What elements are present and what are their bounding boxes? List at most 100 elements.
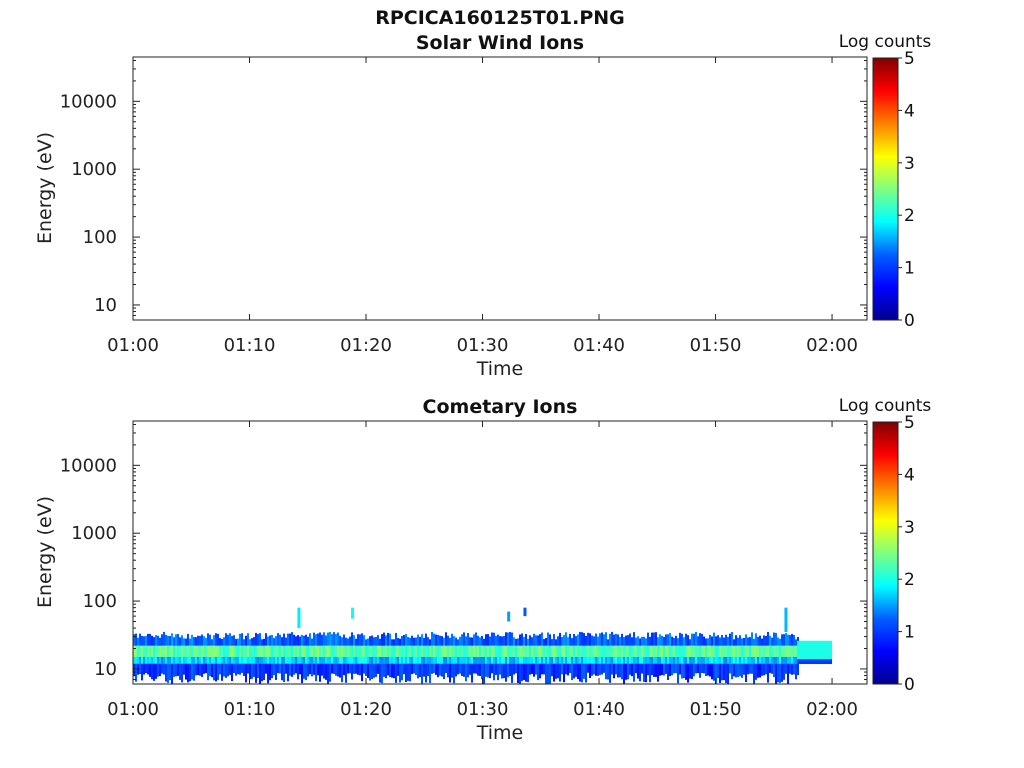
heatmap-cell [197,645,199,657]
heatmap-cell [157,645,159,657]
heatmap-cell [413,637,415,646]
heatmap-cell [693,645,695,657]
heatmap-cell [583,657,585,664]
heatmap-cell [299,645,301,657]
heatmap-cell [325,635,327,646]
heatmap-cell [403,663,405,675]
heatmap-cell [743,638,745,646]
heatmap-cell [521,663,523,681]
heatmap-cell [621,663,623,680]
heatmap-cell [153,645,155,657]
heatmap-cell [303,645,305,657]
heatmap-cell [223,637,225,646]
heatmap-cell [313,663,315,675]
heatmap-cell [541,657,543,664]
heatmap-cell [555,663,557,679]
heatmap-cell [319,663,321,682]
heatmap-cell [745,663,747,683]
heatmap-cell [687,657,689,664]
heatmap-cell [391,645,393,657]
heatmap-cell [285,657,287,664]
heatmap-cell [615,657,617,664]
heatmap-cell [753,638,755,646]
panel-title: Cometary Ions [423,396,578,418]
heatmap-cell [715,636,717,646]
heatmap-cell [229,657,231,664]
heatmap-cell [383,663,385,677]
heatmap-cell [211,657,213,664]
heatmap-cell [301,634,303,646]
heatmap-cell [375,657,377,664]
heatmap-cell [161,663,163,674]
heatmap-cell [669,657,671,664]
heatmap-cell [215,663,217,682]
heatmap-cell [667,634,669,646]
heatmap-cell [693,657,695,664]
heatmap-cell [539,657,541,664]
heatmap-cell [607,663,609,680]
heatmap-cell [529,657,531,664]
heatmap-cell [579,663,581,682]
heatmap-cell [779,657,781,664]
heatmap-cell [785,657,787,664]
heatmap-cell [553,645,555,657]
heatmap-cell [399,657,401,664]
heatmap-cell [729,645,731,657]
heatmap-cell [247,645,249,657]
heatmap-cell [499,645,501,657]
heatmap-cell [229,645,231,657]
heatmap-cell [207,657,209,664]
heatmap-cell [491,657,493,664]
heatmap-cell [331,657,333,664]
colorbar-tick-label: 1 [904,623,915,643]
heatmap-cell [783,634,785,646]
heatmap-cell [225,657,227,664]
heatmap-cell [221,638,223,646]
heatmap-cell [235,657,237,664]
heatmap-cell [557,645,559,657]
heatmap-cell [779,638,781,646]
heatmap-cell [449,657,451,664]
heatmap-cell [201,634,203,646]
heatmap-cell [709,663,711,677]
heatmap-cell [343,663,345,676]
colorbar-tick-label: 5 [904,49,915,69]
heatmap-cell [549,663,551,684]
heatmap-cell [407,657,409,664]
heatmap-cell [793,657,795,664]
heatmap-cell [401,636,403,646]
heatmap-cell [677,638,679,646]
heatmap-cell [771,663,773,674]
heatmap-cell [223,645,225,657]
heatmap-cell [227,645,229,657]
heatmap-cell [525,657,527,664]
heatmap-cell [285,645,287,657]
heatmap-cell [409,663,411,682]
heatmap-cell [503,657,505,664]
heatmap-cell [349,663,351,674]
heatmap-cell [687,663,689,683]
heatmap-cell [255,645,257,657]
heatmap-cell [275,645,277,657]
heatmap-cell [657,657,659,664]
heatmap-cell [373,637,375,646]
heatmap-cell [509,657,511,664]
heatmap-cell [755,633,757,646]
heatmap-cell [543,645,545,657]
heatmap-cell [385,657,387,664]
heatmap-cell [311,638,313,646]
heatmap-cell [655,645,657,657]
heatmap-cell [671,657,673,664]
heatmap-cell [375,663,377,677]
heatmap-cell [195,663,197,676]
heatmap-cell [611,645,613,657]
heatmap-cell [583,633,585,646]
heatmap-cell [171,657,173,664]
heatmap-cell [503,645,505,657]
heatmap-cell [671,636,673,646]
heatmap-cell [363,663,365,674]
heatmap-cell [137,657,139,664]
heatmap-cell [377,657,379,664]
heatmap-cell [647,645,649,657]
heatmap-cell [249,639,251,646]
